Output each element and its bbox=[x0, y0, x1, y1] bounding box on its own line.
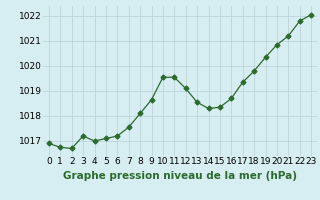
X-axis label: Graphe pression niveau de la mer (hPa): Graphe pression niveau de la mer (hPa) bbox=[63, 171, 297, 181]
